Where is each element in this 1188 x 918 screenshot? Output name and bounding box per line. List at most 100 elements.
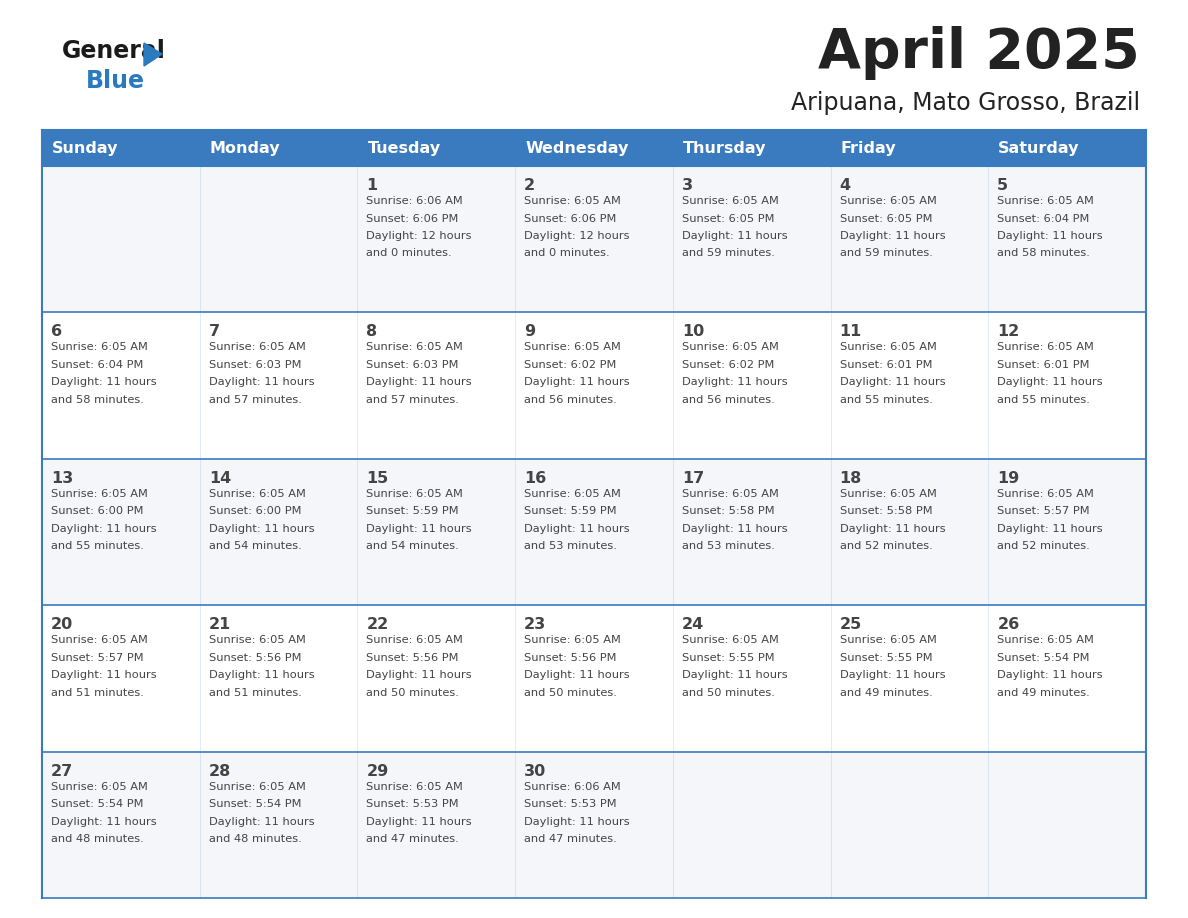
Text: Sunset: 5:57 PM: Sunset: 5:57 PM <box>51 653 144 663</box>
Text: and 50 minutes.: and 50 minutes. <box>524 688 617 698</box>
Bar <box>42 459 200 605</box>
Text: Daylight: 11 hours: Daylight: 11 hours <box>51 670 157 680</box>
Text: Sunset: 6:03 PM: Sunset: 6:03 PM <box>366 360 459 370</box>
Text: 14: 14 <box>209 471 230 486</box>
Text: Sunset: 5:54 PM: Sunset: 5:54 PM <box>997 653 1089 663</box>
Text: and 54 minutes.: and 54 minutes. <box>209 542 302 552</box>
Text: Daylight: 11 hours: Daylight: 11 hours <box>209 524 315 533</box>
Text: Wednesday: Wednesday <box>525 140 628 155</box>
Text: Sunset: 5:54 PM: Sunset: 5:54 PM <box>51 799 144 809</box>
Text: and 57 minutes.: and 57 minutes. <box>209 395 302 405</box>
Bar <box>358 752 516 898</box>
Text: Sunset: 5:59 PM: Sunset: 5:59 PM <box>524 507 617 516</box>
Text: Thursday: Thursday <box>683 140 766 155</box>
Text: Sunrise: 6:05 AM: Sunrise: 6:05 AM <box>366 488 463 498</box>
Text: 23: 23 <box>524 617 546 633</box>
Text: Daylight: 11 hours: Daylight: 11 hours <box>366 524 472 533</box>
Text: and 53 minutes.: and 53 minutes. <box>524 542 617 552</box>
Bar <box>988 166 1146 312</box>
Bar <box>200 605 358 752</box>
Text: Sunset: 6:04 PM: Sunset: 6:04 PM <box>51 360 144 370</box>
Text: 13: 13 <box>51 471 74 486</box>
Text: Sunrise: 6:05 AM: Sunrise: 6:05 AM <box>524 196 621 206</box>
Text: 3: 3 <box>682 178 693 193</box>
Text: Sunrise: 6:05 AM: Sunrise: 6:05 AM <box>209 342 305 353</box>
Text: Sunrise: 6:05 AM: Sunrise: 6:05 AM <box>997 196 1094 206</box>
Text: Sunrise: 6:05 AM: Sunrise: 6:05 AM <box>51 635 147 645</box>
Bar <box>42 752 200 898</box>
Text: Sunset: 6:02 PM: Sunset: 6:02 PM <box>682 360 775 370</box>
Text: Daylight: 11 hours: Daylight: 11 hours <box>997 524 1102 533</box>
Bar <box>988 752 1146 898</box>
Text: Sunrise: 6:05 AM: Sunrise: 6:05 AM <box>366 342 463 353</box>
Bar <box>200 312 358 459</box>
Text: Sunrise: 6:06 AM: Sunrise: 6:06 AM <box>524 781 621 791</box>
Text: and 50 minutes.: and 50 minutes. <box>366 688 460 698</box>
Text: Sunset: 5:57 PM: Sunset: 5:57 PM <box>997 507 1089 516</box>
Text: Sunrise: 6:05 AM: Sunrise: 6:05 AM <box>682 635 778 645</box>
Text: Sunrise: 6:05 AM: Sunrise: 6:05 AM <box>524 342 621 353</box>
Text: Sunset: 5:56 PM: Sunset: 5:56 PM <box>209 653 302 663</box>
Text: and 49 minutes.: and 49 minutes. <box>840 688 933 698</box>
Text: Sunset: 6:06 PM: Sunset: 6:06 PM <box>366 214 459 223</box>
Text: Sunrise: 6:05 AM: Sunrise: 6:05 AM <box>682 342 778 353</box>
Text: and 58 minutes.: and 58 minutes. <box>997 249 1091 259</box>
Text: Daylight: 12 hours: Daylight: 12 hours <box>366 231 472 241</box>
Text: and 55 minutes.: and 55 minutes. <box>51 542 144 552</box>
Text: and 55 minutes.: and 55 minutes. <box>840 395 933 405</box>
Text: Sunrise: 6:05 AM: Sunrise: 6:05 AM <box>524 635 621 645</box>
Text: Daylight: 11 hours: Daylight: 11 hours <box>51 817 157 826</box>
Text: Sunrise: 6:05 AM: Sunrise: 6:05 AM <box>366 635 463 645</box>
Bar <box>516 166 672 312</box>
Text: Sunset: 6:01 PM: Sunset: 6:01 PM <box>840 360 933 370</box>
Bar <box>672 752 830 898</box>
Text: Sunrise: 6:05 AM: Sunrise: 6:05 AM <box>524 488 621 498</box>
Bar <box>830 752 988 898</box>
Text: Monday: Monday <box>210 140 280 155</box>
Bar <box>988 605 1146 752</box>
Bar <box>200 166 358 312</box>
Bar <box>672 312 830 459</box>
Text: Sunrise: 6:05 AM: Sunrise: 6:05 AM <box>997 342 1094 353</box>
Text: Sunrise: 6:05 AM: Sunrise: 6:05 AM <box>682 488 778 498</box>
Text: and 58 minutes.: and 58 minutes. <box>51 395 144 405</box>
Text: and 51 minutes.: and 51 minutes. <box>51 688 144 698</box>
Text: Sunrise: 6:05 AM: Sunrise: 6:05 AM <box>209 781 305 791</box>
Polygon shape <box>144 43 162 66</box>
Text: Sunrise: 6:05 AM: Sunrise: 6:05 AM <box>997 635 1094 645</box>
Bar <box>516 459 672 605</box>
Text: Sunset: 5:55 PM: Sunset: 5:55 PM <box>682 653 775 663</box>
Text: and 57 minutes.: and 57 minutes. <box>366 395 460 405</box>
Bar <box>200 752 358 898</box>
Text: Daylight: 11 hours: Daylight: 11 hours <box>840 231 946 241</box>
Text: Sunrise: 6:05 AM: Sunrise: 6:05 AM <box>840 196 936 206</box>
Bar <box>358 605 516 752</box>
Text: Sunset: 5:59 PM: Sunset: 5:59 PM <box>366 507 459 516</box>
Text: Sunset: 6:06 PM: Sunset: 6:06 PM <box>524 214 617 223</box>
Text: Sunrise: 6:05 AM: Sunrise: 6:05 AM <box>51 488 147 498</box>
Text: Daylight: 11 hours: Daylight: 11 hours <box>682 377 788 387</box>
Text: and 59 minutes.: and 59 minutes. <box>840 249 933 259</box>
Text: Daylight: 11 hours: Daylight: 11 hours <box>51 524 157 533</box>
Text: 19: 19 <box>997 471 1019 486</box>
Text: Daylight: 11 hours: Daylight: 11 hours <box>366 670 472 680</box>
Text: and 49 minutes.: and 49 minutes. <box>997 688 1091 698</box>
Bar <box>516 312 672 459</box>
Text: Sunset: 6:00 PM: Sunset: 6:00 PM <box>51 507 144 516</box>
Text: and 48 minutes.: and 48 minutes. <box>209 834 302 844</box>
Text: Daylight: 11 hours: Daylight: 11 hours <box>840 377 946 387</box>
Text: and 52 minutes.: and 52 minutes. <box>997 542 1091 552</box>
Text: Aripuana, Mato Grosso, Brazil: Aripuana, Mato Grosso, Brazil <box>791 91 1140 115</box>
Text: Daylight: 11 hours: Daylight: 11 hours <box>524 670 630 680</box>
Bar <box>516 752 672 898</box>
Text: Sunset: 5:53 PM: Sunset: 5:53 PM <box>524 799 617 809</box>
Bar <box>358 312 516 459</box>
Text: Sunset: 6:00 PM: Sunset: 6:00 PM <box>209 507 302 516</box>
Text: and 53 minutes.: and 53 minutes. <box>682 542 775 552</box>
Text: 21: 21 <box>209 617 230 633</box>
Text: Sunrise: 6:06 AM: Sunrise: 6:06 AM <box>366 196 463 206</box>
Text: Daylight: 11 hours: Daylight: 11 hours <box>51 377 157 387</box>
Text: Sunset: 6:03 PM: Sunset: 6:03 PM <box>209 360 302 370</box>
Text: Daylight: 11 hours: Daylight: 11 hours <box>682 670 788 680</box>
Text: Daylight: 12 hours: Daylight: 12 hours <box>524 231 630 241</box>
